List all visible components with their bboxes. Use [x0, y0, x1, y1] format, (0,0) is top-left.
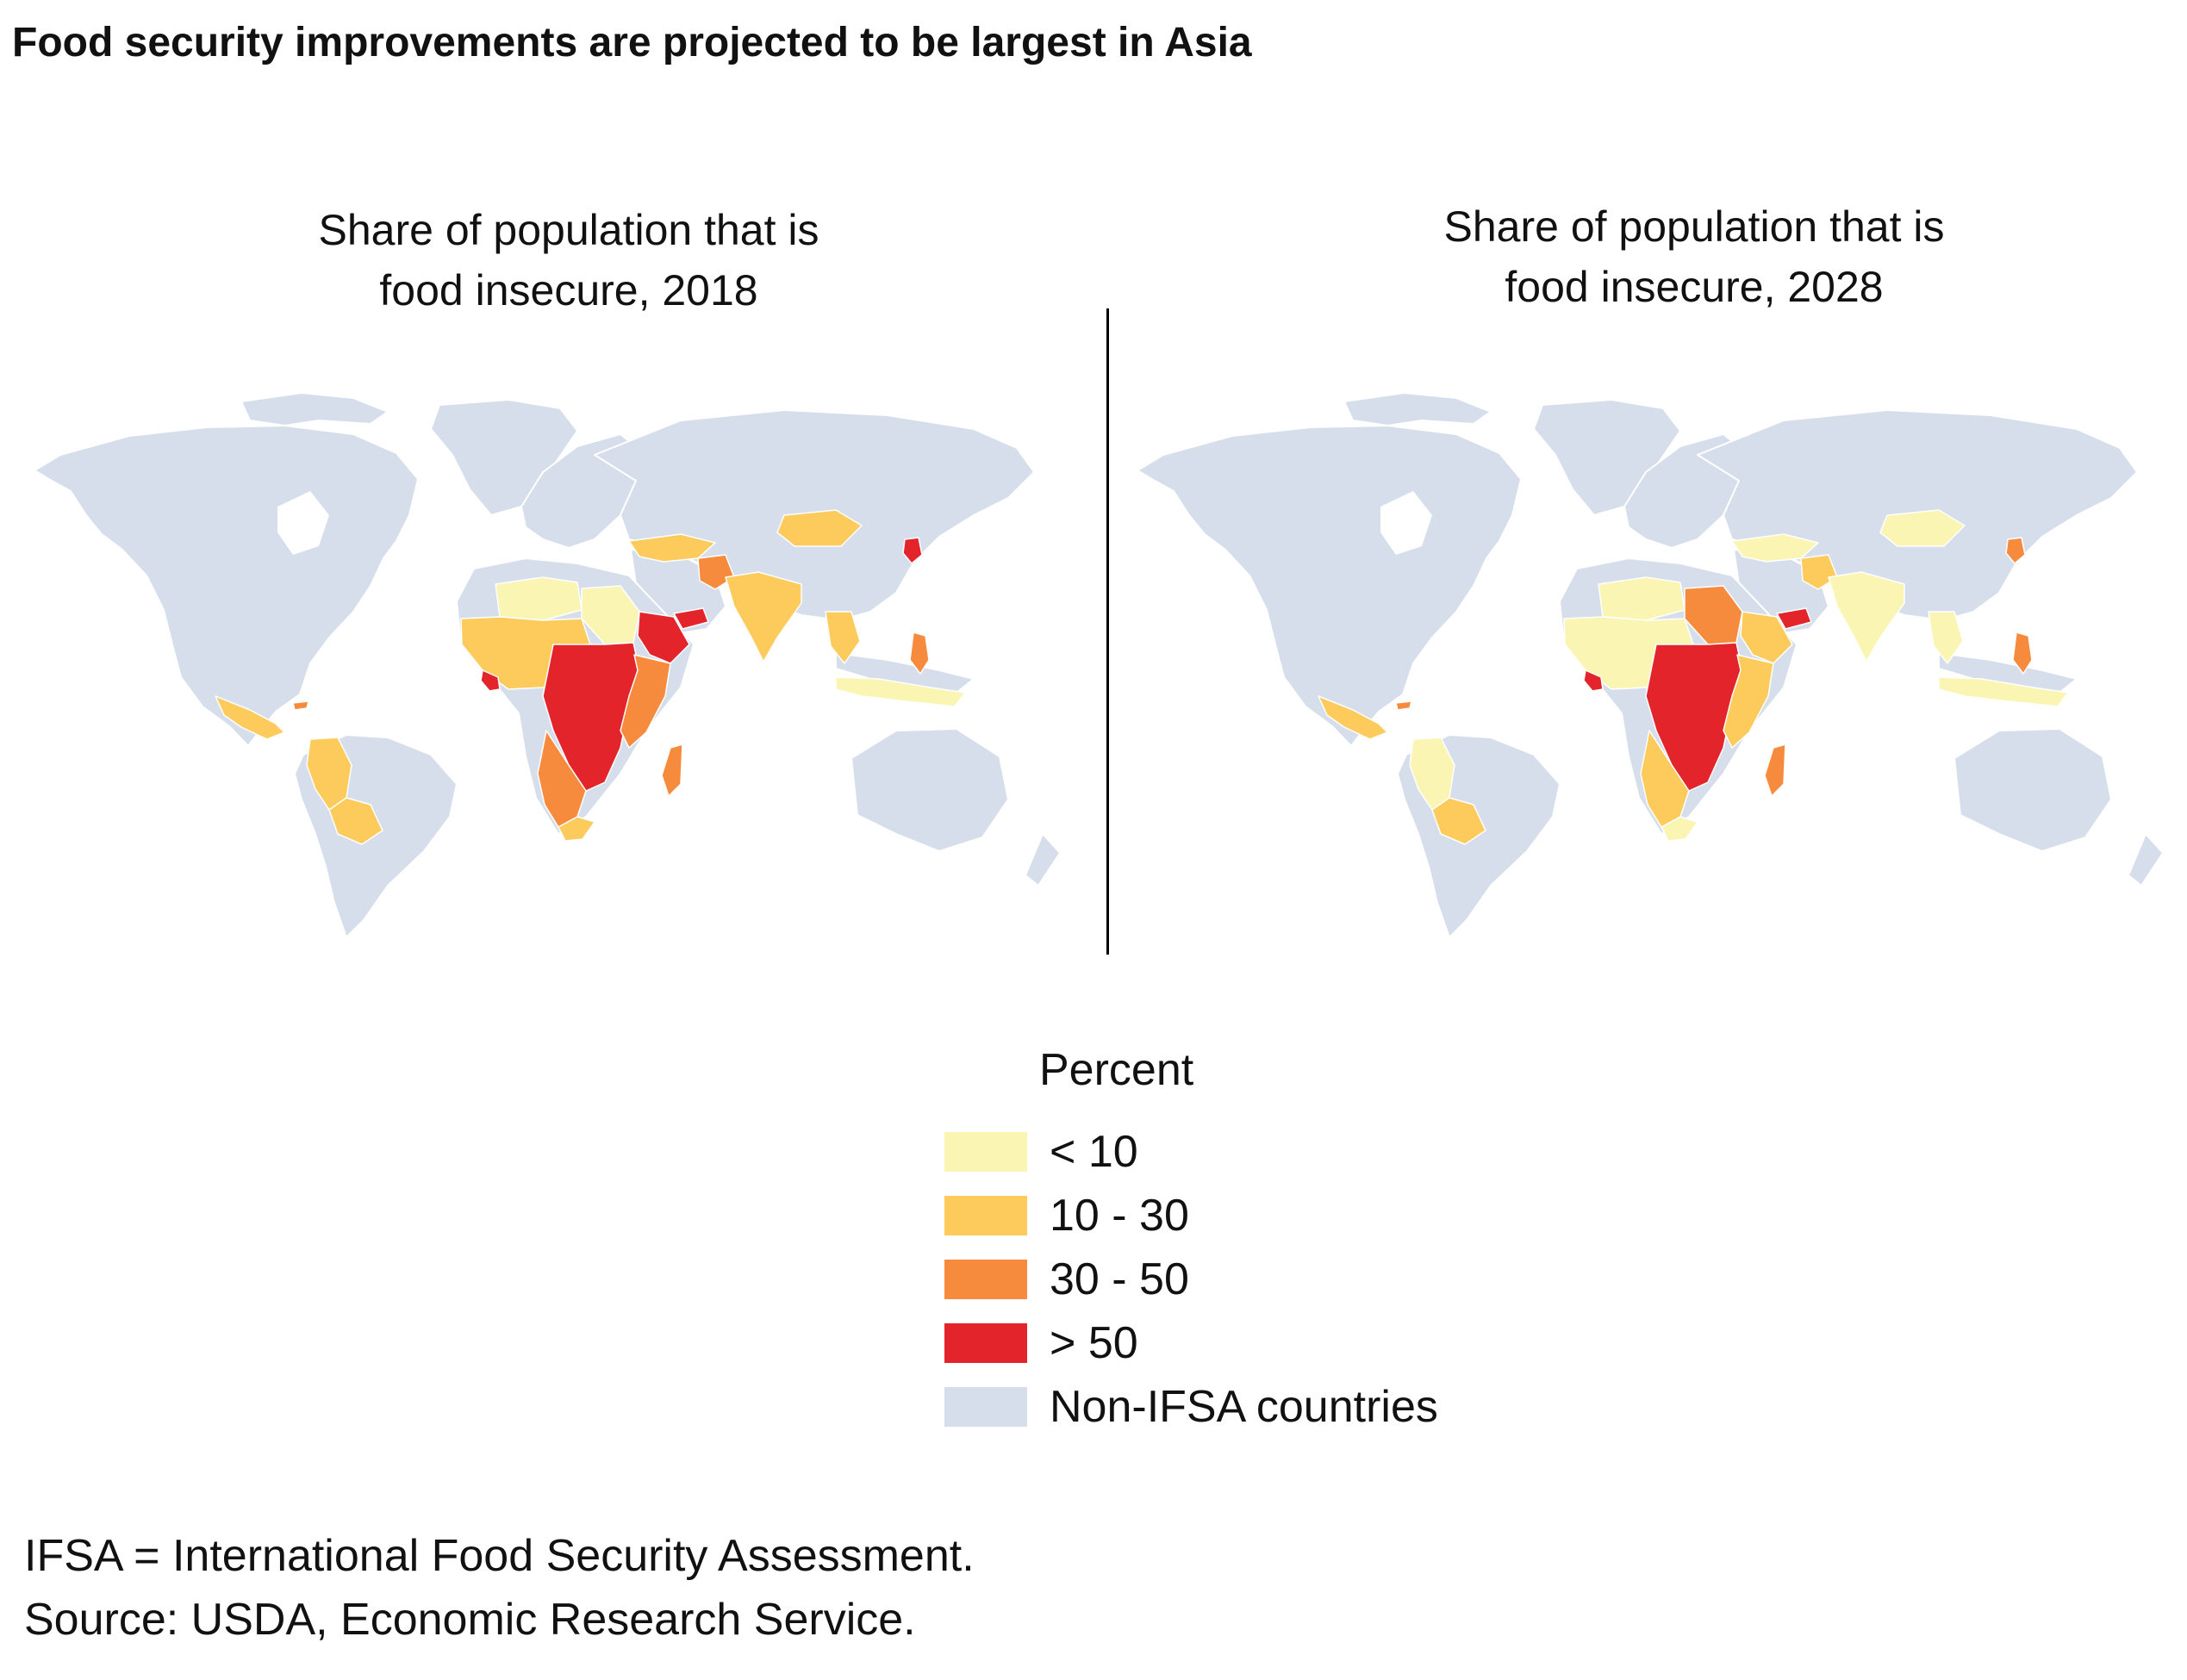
legend-title: Percent [1039, 1045, 1194, 1095]
region-indonesia [835, 676, 966, 707]
panel-divider [1106, 308, 1109, 955]
legend-label: > 50 [1050, 1318, 1138, 1368]
region-sahel [1598, 576, 1685, 621]
region-east-africa [620, 654, 671, 749]
region-central-africa [542, 642, 640, 792]
legend-label: 10 - 30 [1050, 1191, 1189, 1241]
panel-title-line2: food insecure, 2028 [1505, 263, 1884, 311]
new-zealand [2128, 833, 2164, 887]
region-liberia [480, 669, 501, 692]
panel-title-line1: Share of population that is [318, 206, 819, 254]
legend-item: 10 - 30 [944, 1191, 1189, 1241]
region-haiti [1395, 700, 1412, 711]
region-central-asia [628, 533, 716, 563]
north-america [1137, 425, 1522, 747]
legend-item: 30 - 50 [944, 1254, 1189, 1304]
region-central-asia [1731, 533, 1819, 563]
region-philippines [909, 632, 930, 675]
region-india [725, 571, 802, 663]
hudson-bay [277, 491, 329, 555]
legend-item: < 10 [944, 1127, 1138, 1177]
region-north-korea [902, 537, 923, 564]
panel-title-line1: Share of population that is [1443, 202, 1945, 251]
region-north-korea [2005, 537, 2026, 564]
region-se-asia [825, 611, 861, 664]
arctic-islands [1343, 392, 1492, 426]
legend-item: > 50 [944, 1318, 1138, 1368]
legend-swatch [944, 1196, 1027, 1235]
region-mongolia [776, 509, 863, 547]
region-haiti [292, 700, 309, 711]
legend-swatch [944, 1132, 1027, 1172]
note-ifsa: IFSA = International Food Security Asses… [24, 1531, 975, 1581]
map-2018 [26, 386, 1086, 959]
region-bolivia [1431, 797, 1486, 845]
region-central-america [215, 695, 285, 740]
region-bolivia [328, 797, 383, 845]
panel-title-2028: Share of population that is food insecur… [1341, 196, 2047, 317]
region-central-africa [1645, 642, 1743, 792]
region-sahel [495, 576, 583, 621]
legend-item: Non-IFSA countries [944, 1382, 1438, 1432]
arctic-islands [240, 392, 389, 426]
legend-label: Non-IFSA countries [1050, 1382, 1438, 1432]
region-philippines [2012, 632, 2033, 675]
panel-title-line2: food insecure, 2018 [379, 266, 758, 314]
region-south-africa [558, 816, 595, 842]
region-se-asia [1928, 611, 1964, 664]
new-zealand [1025, 833, 1061, 887]
hudson-bay [1380, 491, 1432, 555]
region-indonesia [1938, 676, 2069, 707]
note-source: Source: USDA, Economic Research Service. [24, 1595, 916, 1645]
region-afghanistan [697, 554, 735, 590]
region-afghanistan [1800, 554, 1838, 590]
region-central-america [1318, 695, 1388, 740]
region-india [1828, 571, 1905, 663]
region-yemen [673, 607, 709, 630]
region-liberia [1583, 669, 1604, 692]
australia [1953, 728, 2112, 852]
legend-swatch [944, 1260, 1027, 1299]
north-america [34, 425, 419, 747]
region-south-africa [1660, 816, 1698, 842]
region-yemen [1776, 607, 1812, 630]
ifsa-regions [1318, 509, 2069, 845]
region-madagascar [661, 744, 683, 797]
panel-title-2018: Share of population that is food insecur… [215, 200, 922, 320]
legend-swatch [944, 1323, 1027, 1363]
ifsa-regions [215, 509, 966, 845]
region-east-africa [1723, 654, 1774, 749]
map-2028 [1129, 386, 2187, 959]
legend-label: 30 - 50 [1050, 1254, 1189, 1304]
legend-swatch [944, 1387, 1027, 1427]
australia [850, 728, 1009, 852]
region-mongolia [1879, 509, 1966, 547]
chart-title: Food security improvements are projected… [12, 20, 1252, 65]
region-madagascar [1764, 744, 1786, 797]
legend-label: < 10 [1050, 1127, 1138, 1177]
